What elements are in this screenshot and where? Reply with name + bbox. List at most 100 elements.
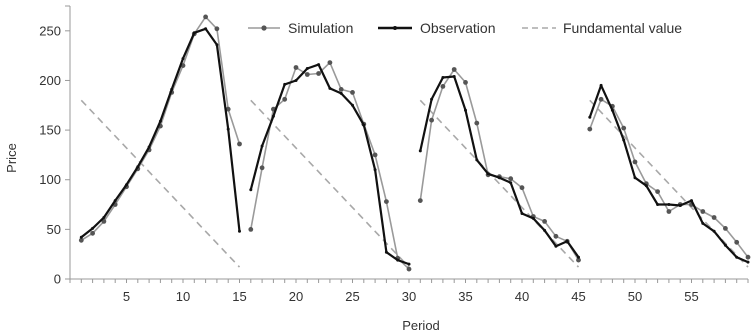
- x-tick-label: 25: [345, 289, 359, 304]
- simulation-line-segment-1: [80, 16, 241, 241]
- observation-point: [181, 57, 185, 61]
- simulation-point: [542, 219, 547, 224]
- simulation-point: [293, 65, 299, 70]
- observation-point: [610, 108, 614, 112]
- observation-point: [418, 149, 422, 153]
- observation-point: [430, 97, 434, 101]
- simulation-point: [666, 209, 672, 214]
- simulation-point: [553, 233, 559, 239]
- simulation-point: [700, 209, 706, 214]
- observation-point: [215, 43, 219, 47]
- simulation-point: [576, 257, 581, 263]
- observation-point: [588, 115, 592, 119]
- x-tick-label: 55: [684, 289, 698, 304]
- observation-point: [125, 183, 128, 187]
- y-tick-label: 150: [39, 123, 61, 138]
- observation-point: [204, 27, 208, 31]
- observation-point: [79, 235, 83, 239]
- observation-point: [396, 258, 400, 262]
- observation-point: [238, 229, 241, 233]
- simulation-point: [463, 80, 468, 85]
- x-tick-label: 35: [458, 289, 472, 304]
- observation-point: [509, 181, 513, 185]
- simulation-point: [304, 72, 310, 77]
- simulation-point: [451, 67, 457, 72]
- observation-point: [283, 82, 287, 86]
- x-tick-label: 5: [123, 289, 130, 304]
- observation-point: [690, 199, 693, 203]
- fundamental-value-line-segment-2: [250, 99, 410, 268]
- simulation-point: [655, 189, 660, 195]
- observation-point: [656, 203, 660, 206]
- observation-point: [712, 229, 716, 233]
- x-tick-label: 20: [289, 289, 303, 304]
- y-tick-label: 200: [39, 73, 61, 88]
- y-tick-label: 0: [54, 272, 61, 287]
- observation-point: [113, 199, 117, 203]
- observation-point: [192, 31, 196, 35]
- observation-line-segment-3: [419, 75, 580, 258]
- simulation-point: [327, 60, 333, 65]
- observation-point: [226, 127, 230, 131]
- observation-point: [622, 138, 626, 142]
- observation-point: [497, 176, 501, 180]
- observation-point: [667, 203, 671, 206]
- observation-point: [644, 184, 648, 188]
- simulation-point: [508, 176, 514, 182]
- observation-point: [543, 228, 547, 232]
- observation-point: [317, 63, 321, 67]
- x-tick-label: 40: [515, 289, 529, 304]
- simulation-point: [90, 230, 95, 236]
- observation-point: [249, 188, 253, 192]
- observation-point: [147, 145, 151, 149]
- legend-simulation-label: Simulation: [288, 20, 353, 36]
- observation-point: [633, 176, 637, 180]
- simulation-point: [316, 71, 321, 76]
- observation-point: [735, 255, 739, 259]
- simulation-point: [259, 165, 265, 171]
- simulation-point: [519, 185, 525, 191]
- observation-point: [158, 119, 162, 123]
- observation-point: [565, 239, 569, 243]
- legend-simulation-marker: [261, 25, 267, 31]
- simulation-point: [237, 141, 242, 147]
- y-tick-label: 250: [39, 23, 61, 38]
- observation-point: [531, 216, 535, 220]
- observation-point: [678, 204, 682, 207]
- fundamental-value-line-segment-1: [80, 99, 241, 268]
- observation-point: [91, 226, 95, 230]
- simulation-point: [282, 96, 288, 102]
- x-axis-title: Period: [402, 318, 440, 333]
- simulation-point: [723, 226, 728, 231]
- simulation-point: [384, 199, 389, 205]
- simulation-point: [225, 106, 231, 112]
- simulation-point: [338, 87, 344, 92]
- x-tick-label: 30: [402, 289, 416, 304]
- simulation-point: [417, 198, 423, 204]
- observation-point: [351, 103, 354, 107]
- observation-point: [136, 165, 140, 169]
- observation-point: [746, 260, 750, 264]
- simulation-point: [406, 266, 412, 272]
- observation-point: [339, 91, 343, 95]
- observation-point: [305, 67, 309, 70]
- simulation-point: [214, 26, 220, 32]
- simulation-point: [474, 120, 480, 126]
- observation-point: [599, 83, 603, 87]
- simulation-point: [621, 125, 627, 131]
- simulation-point: [101, 219, 107, 224]
- observation-point: [441, 76, 445, 79]
- series-layer: [78, 14, 751, 272]
- legend-observation-marker: [393, 26, 397, 30]
- x-tick-label: 10: [176, 289, 190, 304]
- observation-point: [475, 158, 479, 162]
- observation-point: [723, 243, 727, 247]
- observation-point: [701, 221, 705, 225]
- simulation-point: [203, 14, 209, 20]
- simulation-point: [587, 126, 593, 132]
- legend-observation-label: Observation: [420, 20, 495, 36]
- observation-point: [407, 262, 411, 266]
- observation-point: [328, 86, 332, 90]
- observation-point: [362, 123, 366, 127]
